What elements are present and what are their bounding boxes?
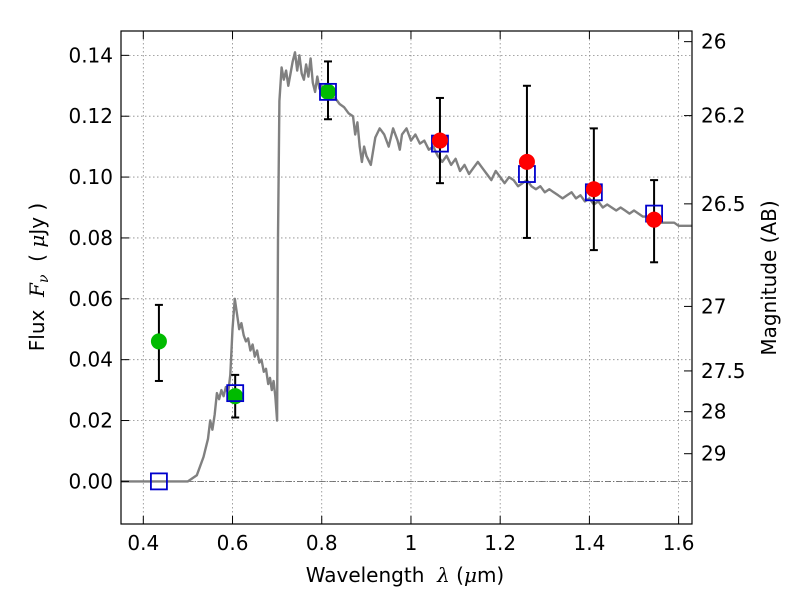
x-tick-label: 1 bbox=[405, 531, 418, 555]
y2-tick-label: 27.5 bbox=[701, 359, 746, 383]
y-tick-label: 0.08 bbox=[68, 226, 113, 250]
x-axis-title-suffix: ( bbox=[450, 563, 464, 587]
y2-tick-label: 26 bbox=[701, 30, 726, 54]
model-band-square bbox=[150, 472, 168, 491]
x-axis-title-mu: μ bbox=[464, 563, 477, 587]
y-tick-label: 0.02 bbox=[68, 409, 113, 433]
observed-point-green bbox=[227, 388, 244, 405]
y-axis-title-prefix: Flux bbox=[25, 297, 49, 351]
x-axis-title-unit: m) bbox=[477, 563, 504, 587]
y-axis-title-symbol: F bbox=[25, 282, 49, 298]
x-axis-title-symbol: λ bbox=[436, 563, 450, 587]
axes-ticks-layer: 0.4 0.6 0.8 1 1.2 1.4 1.6 0.00 0.02 0.04 0.06 0.08 0… bbox=[68, 30, 745, 555]
observed-point-green bbox=[319, 83, 336, 100]
marker-layer bbox=[150, 82, 663, 491]
x-tick-label: 1.2 bbox=[484, 531, 516, 555]
y2-tick-label: 26.5 bbox=[701, 192, 746, 216]
observed-point-red bbox=[646, 211, 663, 228]
y-tick-label: 0.00 bbox=[68, 469, 113, 493]
model-spectrum-layer bbox=[121, 51, 692, 483]
observed-point-red bbox=[585, 181, 602, 198]
plot-frame bbox=[120, 30, 693, 525]
y2-tick-label: 29 bbox=[701, 442, 726, 466]
y-axis-title-subscript: ν bbox=[36, 274, 52, 283]
y-tick-label: 0.12 bbox=[68, 104, 113, 128]
y-tick-label: 0.06 bbox=[68, 287, 113, 311]
x-tick-label: 1.6 bbox=[663, 531, 695, 555]
y-tick-label: 0.10 bbox=[68, 165, 113, 189]
y2-tick-label: 26.2 bbox=[701, 104, 746, 128]
model-band-square bbox=[226, 384, 245, 403]
observed-point-red bbox=[431, 132, 448, 149]
y-axis-title-unit: Jy ) bbox=[25, 203, 49, 237]
y-tick-label: 0.14 bbox=[68, 43, 113, 67]
observed-point-red bbox=[518, 153, 535, 170]
x-axis-title-prefix: Wavelength bbox=[306, 563, 437, 587]
y-tick-label: 0.04 bbox=[68, 348, 113, 372]
y2-tick-label: 27 bbox=[701, 294, 726, 318]
y-axis-title: Flux Fν ( μJy ) bbox=[25, 203, 52, 351]
x-tick-label: 0.4 bbox=[127, 531, 159, 555]
model-spectrum-line bbox=[121, 51, 692, 483]
y2-tick-label: 28 bbox=[701, 400, 726, 424]
y2-axis-title: Magnitude (AB) bbox=[757, 200, 781, 355]
observed-point-green bbox=[150, 333, 167, 350]
y-axis-title-mu: μ bbox=[25, 235, 49, 248]
y-axis-title-open: ( bbox=[25, 248, 49, 275]
x-tick-label: 0.6 bbox=[217, 531, 249, 555]
x-axis-title: Wavelength λ (μm) bbox=[306, 563, 505, 587]
model-band-square bbox=[319, 82, 337, 101]
x-tick-label: 0.8 bbox=[306, 531, 338, 555]
grid-layer bbox=[121, 31, 692, 524]
x-tick-label: 1.4 bbox=[573, 531, 605, 555]
